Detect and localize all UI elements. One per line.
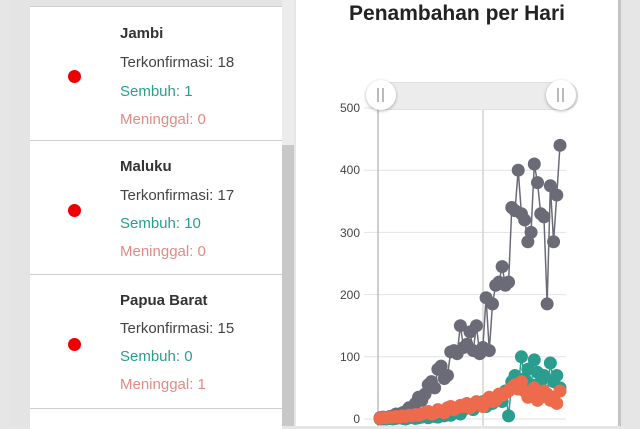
status-dot-icon (68, 70, 81, 83)
chart-title: Penambahan per Hari (349, 2, 565, 25)
deaths-count: Meninggal: 0 (120, 111, 206, 128)
y-tick: 400 (339, 163, 360, 177)
confirmed-count: Terkonfirmasi: 15 (120, 320, 235, 337)
status-dot-icon (68, 338, 81, 351)
recovered-count: Sembuh: 1 (120, 83, 193, 100)
range-handle-right[interactable] (546, 80, 576, 110)
list-scrollbar-thumb[interactable] (282, 145, 294, 426)
confirmed-count: Terkonfirmasi: 17 (120, 187, 235, 204)
range-handle-left[interactable] (366, 80, 396, 110)
province-name: Papua Barat (120, 292, 208, 309)
page-edge (621, 0, 640, 426)
status-dot-icon (68, 204, 81, 217)
list-item-papua-barat[interactable]: Papua Barat Terkonfirmasi: 15 Sembuh: 0 … (30, 274, 282, 408)
y-tick: 100 (339, 350, 360, 364)
recovered-count: Sembuh: 10 (120, 215, 201, 232)
list-item-next[interactable] (30, 408, 282, 429)
range-slider-track[interactable] (370, 82, 578, 110)
confirmed-count: Terkonfirmasi: 18 (120, 54, 235, 71)
y-tick: 300 (339, 226, 360, 240)
list-item-maluku[interactable]: Maluku Terkonfirmasi: 17 Sembuh: 10 Meni… (30, 140, 282, 274)
y-tick: 500 (339, 101, 360, 115)
card-border (618, 0, 621, 426)
list-item-jambi[interactable]: Jambi Terkonfirmasi: 18 Sembuh: 1 Mening… (30, 6, 282, 140)
recovered-count: Sembuh: 0 (120, 348, 193, 365)
province-name: Maluku (120, 158, 172, 175)
province-name: Jambi (120, 25, 164, 42)
y-tick: 0 (353, 412, 360, 426)
deaths-count: Meninggal: 1 (120, 376, 206, 393)
y-tick: 200 (339, 288, 360, 302)
province-list: Jambi Terkonfirmasi: 18 Sembuh: 1 Mening… (20, 0, 282, 429)
deaths-count: Meninggal: 0 (120, 243, 206, 260)
